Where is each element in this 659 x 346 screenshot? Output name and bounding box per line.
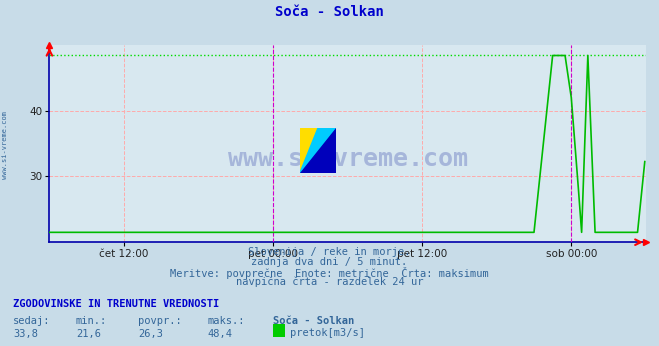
Text: ZGODOVINSKE IN TRENUTNE VREDNOSTI: ZGODOVINSKE IN TRENUTNE VREDNOSTI xyxy=(13,299,219,309)
Text: pretok[m3/s]: pretok[m3/s] xyxy=(290,328,365,338)
Text: 21,6: 21,6 xyxy=(76,329,101,339)
Polygon shape xyxy=(300,128,336,173)
Text: maks.:: maks.: xyxy=(208,316,245,326)
Text: povpr.:: povpr.: xyxy=(138,316,182,326)
Text: Soča - Solkan: Soča - Solkan xyxy=(275,5,384,19)
Polygon shape xyxy=(300,128,336,173)
Text: Slovenija / reke in morje.: Slovenija / reke in morje. xyxy=(248,247,411,257)
Text: www.si-vreme.com: www.si-vreme.com xyxy=(227,147,468,171)
Text: Soča - Solkan: Soča - Solkan xyxy=(273,316,355,326)
Polygon shape xyxy=(300,128,318,173)
Text: www.si-vreme.com: www.si-vreme.com xyxy=(2,111,9,179)
Text: min.:: min.: xyxy=(76,316,107,326)
Text: 26,3: 26,3 xyxy=(138,329,163,339)
Text: sedaj:: sedaj: xyxy=(13,316,51,326)
Text: zadnja dva dni / 5 minut.: zadnja dva dni / 5 minut. xyxy=(251,257,408,267)
Text: navpična črta - razdelek 24 ur: navpična črta - razdelek 24 ur xyxy=(236,276,423,287)
Text: Meritve: povprečne  Enote: metrične  Črta: maksimum: Meritve: povprečne Enote: metrične Črta:… xyxy=(170,267,489,279)
Text: 33,8: 33,8 xyxy=(13,329,38,339)
Text: 48,4: 48,4 xyxy=(208,329,233,339)
